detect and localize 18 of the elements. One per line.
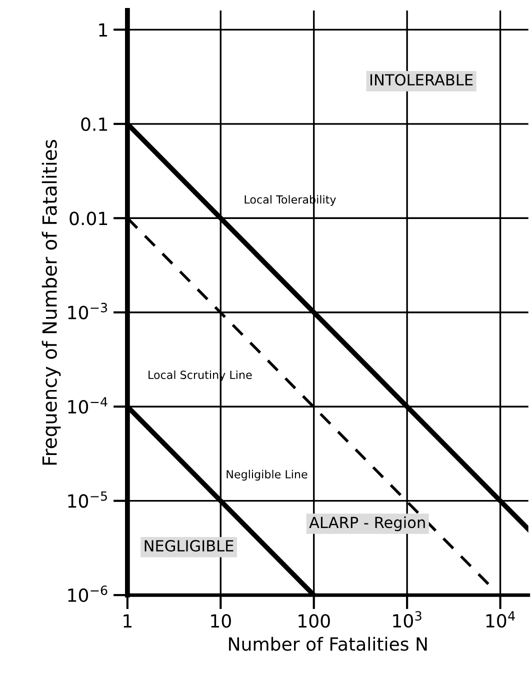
x-tick-label: 10 [211,614,231,628]
y-tick-label: 0.01 [70,212,108,226]
y-tick-label: 10$^{−5}$ [68,491,107,508]
y-tick-label: 1 [99,23,108,37]
x-tick-label: 10$^{3}$ [393,611,422,628]
x-axis-title: Number of Fatalities N [229,636,427,651]
x-tick-label: 1 [124,614,132,628]
y-tick-label: 10$^{−3}$ [68,302,108,320]
y-axis-title: Frequency of Number of Fatalities [42,140,61,465]
y-tick-label: 10$^{−4}$ [68,397,108,414]
annotation: Negligible Line [226,470,308,481]
annotation: NEGLIGIBLE [144,540,234,552]
x-tick-label: 10$^{4}$ [486,611,515,628]
y-tick-label: 10$^{−6}$ [68,586,108,602]
annotation: INTOLERABLE [370,74,473,86]
x-tick-label: 100 [298,614,330,628]
annotation: ALARP - Region [309,516,425,532]
y-tick-label: 0.1 [81,117,108,132]
